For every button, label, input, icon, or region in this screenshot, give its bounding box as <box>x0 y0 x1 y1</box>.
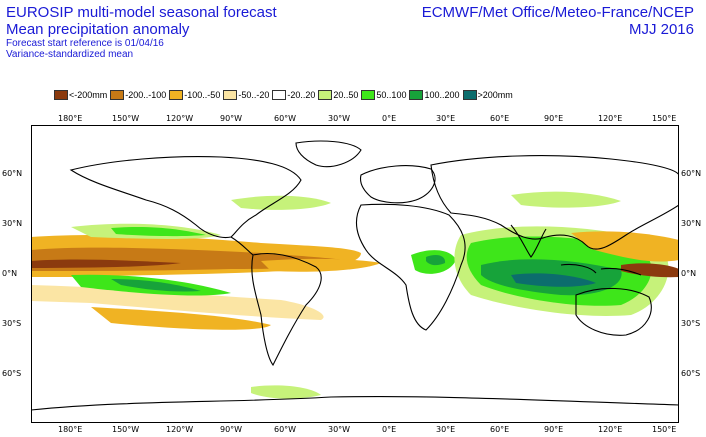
lon-label-bottom: 120°W <box>166 425 194 434</box>
legend-swatch <box>272 90 287 100</box>
legend-item: -200..-100 <box>110 90 166 100</box>
indonesia-islands-coastline-east <box>600 267 642 276</box>
lon-label-bottom: 0°E <box>382 425 397 434</box>
legend-label: -50..-20 <box>238 90 270 100</box>
anomaly-wet-south-itcz-core <box>111 279 201 292</box>
anomaly-wet-north-itcz-core <box>111 226 206 237</box>
title-method: Variance-standardized mean <box>6 49 134 60</box>
north-america-coastline <box>69 156 302 239</box>
source-centres: ECMWF/Met Office/Meteo-France/NCEP <box>421 4 694 21</box>
lon-label-bottom: 150°E <box>652 425 677 434</box>
lon-label-bottom: 30°E <box>436 425 456 434</box>
forecast-period: MJJ 2016 <box>628 21 694 38</box>
australia-coastline <box>575 287 652 336</box>
legend-item: 20..50 <box>318 90 358 100</box>
legend-item: -50..-20 <box>223 90 269 100</box>
lon-label-top: 120°E <box>598 114 623 123</box>
title-block: EUROSIP multi-model seasonal forecast Me… <box>6 4 277 60</box>
south-america-coastline <box>251 252 322 367</box>
legend-label: -20..20 <box>287 90 316 100</box>
anomaly-dry-atlantic <box>261 258 381 272</box>
legend-swatch <box>361 90 376 100</box>
lon-label-bottom: 60°W <box>274 425 297 434</box>
anomaly-dry-west-pacific-core <box>621 263 679 278</box>
source-block: ECMWF/Met Office/Meteo-France/NCEP MJJ 2… <box>422 4 694 38</box>
lat-label-right: 30°S <box>681 319 701 328</box>
lon-label-top: 0°E <box>382 114 397 123</box>
lat-label-left: 30°N <box>2 219 23 228</box>
lon-label-bottom: 150°W <box>112 425 140 434</box>
title-start-reference: Forecast start reference is 01/04/16 <box>6 38 164 49</box>
lon-label-bottom: 30°W <box>328 425 351 434</box>
greenland-coastline <box>295 140 362 168</box>
lon-label-top: 120°W <box>166 114 194 123</box>
anomaly-dry-west-pacific <box>571 231 679 262</box>
anomaly-wet-north-atlantic <box>231 195 331 210</box>
legend-label: -100..-50 <box>184 90 221 100</box>
lon-label-top: 30°W <box>328 114 351 123</box>
legend-item: >200mm <box>462 90 513 100</box>
lon-label-top: 90°E <box>544 114 564 123</box>
lon-label-bottom: 90°W <box>220 425 243 434</box>
africa-coastline <box>355 203 466 331</box>
lat-label-left: 60°S <box>2 369 22 378</box>
legend-swatch <box>54 90 68 100</box>
lon-label-bottom: 60°E <box>490 425 510 434</box>
lon-label-top: 150°E <box>652 114 677 123</box>
india-coastline <box>510 224 547 258</box>
lon-label-bottom: 180°E <box>58 425 83 434</box>
map-frame <box>31 125 679 423</box>
precipitation-anomaly-map <box>31 125 679 423</box>
legend-swatch <box>409 90 424 100</box>
legend-swatch <box>169 90 184 100</box>
coastlines <box>31 140 679 411</box>
anomaly-dry-pacific-core <box>31 259 181 268</box>
legend-item: -20..20 <box>272 90 315 100</box>
color-legend: <-200mm -200..-100 -100..-50 -50..-20 -20..2… <box>54 89 516 101</box>
legend-item: 100..200 <box>409 90 460 100</box>
legend-label: 50..100 <box>376 90 407 100</box>
legend-label: -200..-100 <box>125 90 167 100</box>
legend-label: >200mm <box>477 90 513 100</box>
legend-swatch <box>462 90 477 100</box>
lat-label-left: 30°S <box>2 319 22 328</box>
anomaly-wet-africa-core <box>426 255 446 266</box>
legend-item: -100..-50 <box>169 90 220 100</box>
lat-label-right: 0°N <box>681 269 697 278</box>
legend-label: 100..200 <box>424 90 460 100</box>
legend-swatch <box>110 90 125 100</box>
legend-swatch <box>223 90 238 100</box>
lat-label-right: 60°N <box>681 169 702 178</box>
legend-label: 20..50 <box>333 90 359 100</box>
lat-label-right: 30°N <box>681 219 702 228</box>
lon-label-top: 180°E <box>58 114 83 123</box>
lon-label-top: 90°W <box>220 114 243 123</box>
anomaly-wet-indian-ocean-core <box>511 273 596 287</box>
asia-coastline <box>430 155 679 250</box>
legend-item: <-200mm <box>54 90 107 100</box>
antarctica-coastline <box>31 395 679 411</box>
lon-label-top: 30°E <box>436 114 456 123</box>
anomaly-wet-southern-ocean <box>251 385 321 399</box>
lon-label-top: 60°E <box>490 114 510 123</box>
lat-label-left: 0°N <box>2 269 18 278</box>
lon-label-bottom: 90°E <box>544 425 564 434</box>
legend-item: 50..100 <box>361 90 406 100</box>
legend-label: <-200mm <box>69 90 108 100</box>
lat-label-left: 60°N <box>2 169 23 178</box>
anomaly-shading <box>31 191 679 399</box>
legend-swatch <box>318 90 333 100</box>
title-main: EUROSIP multi-model seasonal forecast <box>6 4 277 21</box>
title-variable: Mean precipitation anomaly <box>6 21 190 38</box>
europe-coastline <box>359 165 436 204</box>
lon-label-top: 60°W <box>274 114 297 123</box>
lon-label-bottom: 120°E <box>598 425 623 434</box>
anomaly-dry-fringe-south <box>31 285 324 320</box>
anomaly-dry-south-pacific <box>91 307 271 330</box>
lon-label-top: 150°W <box>112 114 140 123</box>
central-america-coastline <box>230 236 254 256</box>
indonesia-islands-coastline <box>560 263 597 274</box>
anomaly-wet-asia <box>511 191 621 208</box>
lat-label-right: 60°S <box>681 369 701 378</box>
